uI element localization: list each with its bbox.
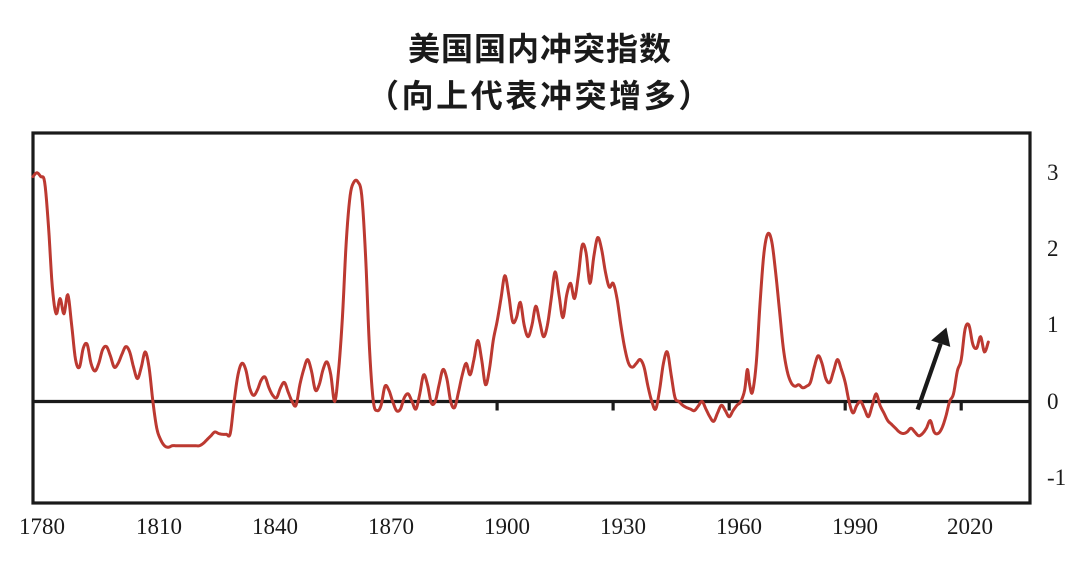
svg-text:1870: 1870	[368, 514, 414, 539]
svg-text:1930: 1930	[600, 514, 646, 539]
svg-text:2020: 2020	[947, 514, 993, 539]
svg-text:1900: 1900	[484, 514, 530, 539]
svg-text:1780: 1780	[19, 514, 65, 539]
svg-text:-1: -1	[1047, 465, 1066, 490]
svg-text:1990: 1990	[832, 514, 878, 539]
svg-text:1960: 1960	[716, 514, 762, 539]
svg-text:1840: 1840	[252, 514, 298, 539]
svg-text:2: 2	[1047, 236, 1059, 261]
svg-text:0: 0	[1047, 389, 1059, 414]
svg-text:1810: 1810	[136, 514, 182, 539]
svg-text:1: 1	[1047, 312, 1059, 337]
svg-text:3: 3	[1047, 160, 1059, 185]
